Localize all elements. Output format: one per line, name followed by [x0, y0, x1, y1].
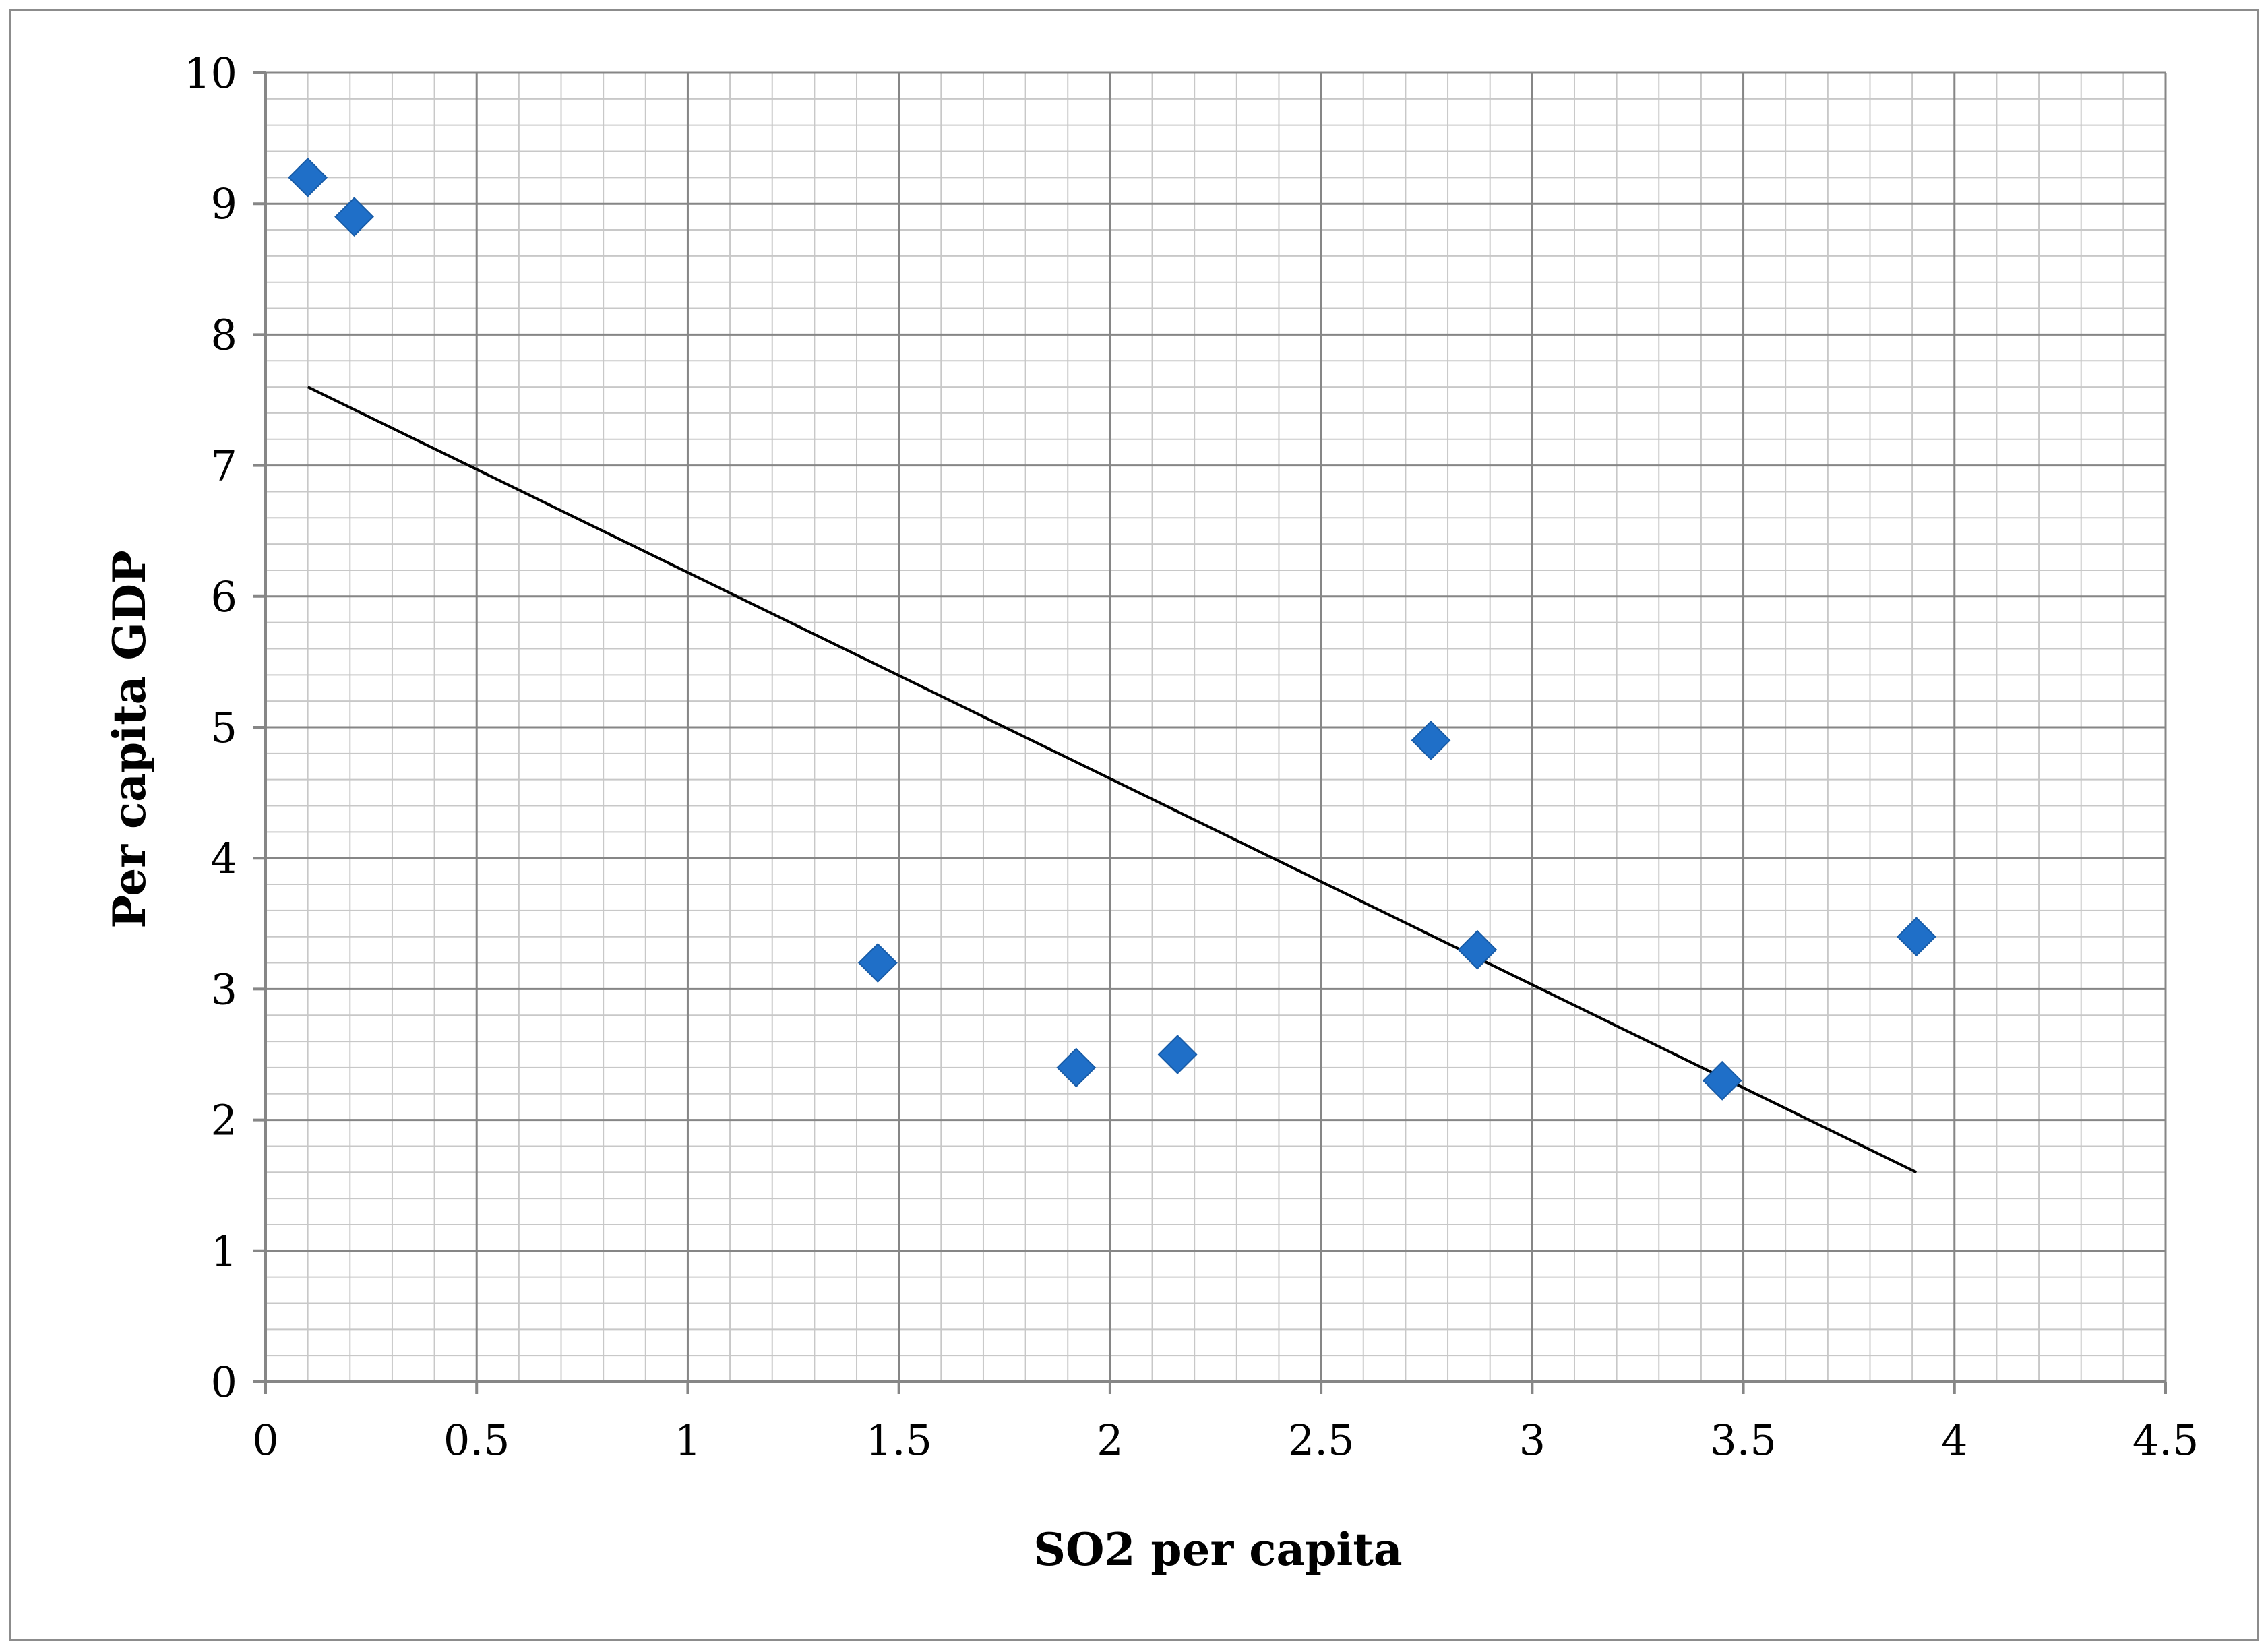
x-tick-label: 1.5 — [865, 1415, 932, 1465]
trendline-line — [307, 386, 1918, 1174]
data-point — [288, 157, 328, 197]
major-gridlines — [264, 71, 2167, 1383]
x-tick-label: 0.5 — [443, 1415, 510, 1465]
y-tick-label: 1 — [211, 1227, 237, 1276]
scatter-chart: 0 0.5 1 1.5 2 2.5 3 3.5 4 4.5 0 1 2 3 4 5 6 7 8 9 10 SO2 pe… — [103, 49, 2199, 1576]
y-tick-label: 8 — [211, 310, 237, 359]
x-tick-label: 2 — [1097, 1415, 1123, 1465]
y-tick-label: 6 — [211, 572, 237, 621]
y-tick-label: 7 — [211, 441, 237, 491]
x-tick-label: 1 — [675, 1415, 701, 1465]
data-point — [1056, 1047, 1097, 1088]
x-tick-label: 2.5 — [1288, 1415, 1355, 1465]
data-point — [1702, 1060, 1742, 1101]
data-point — [857, 943, 898, 983]
y-tick-label: 9 — [211, 179, 237, 228]
y-axis-tick-labels: 0 1 2 3 4 5 6 7 8 9 10 — [184, 49, 237, 1407]
trendline — [307, 386, 1918, 1174]
x-tick-label: 3.5 — [1710, 1415, 1777, 1465]
y-axis-title: Per capita GDP — [103, 550, 156, 928]
data-point — [1896, 917, 1936, 957]
y-tick-label: 5 — [211, 703, 237, 752]
data-point — [1157, 1035, 1198, 1074]
x-axis-title: SO2 per capita — [1033, 1523, 1402, 1576]
y-tick-label: 2 — [211, 1096, 237, 1145]
y-tick-label: 0 — [211, 1357, 237, 1407]
data-points — [288, 157, 1936, 1101]
x-tick-label: 3 — [1519, 1415, 1545, 1465]
y-tick-label: 4 — [211, 834, 237, 883]
x-axis-tick-labels: 0 0.5 1 1.5 2 2.5 3 3.5 4 4.5 — [252, 1415, 2199, 1465]
data-point — [334, 197, 374, 237]
x-tick-label: 4.5 — [2133, 1415, 2199, 1465]
x-tick-label: 0 — [252, 1415, 278, 1465]
chart-frame: 0 0.5 1 1.5 2 2.5 3 3.5 4 4.5 0 1 2 3 4 5 6 7 8 9 10 SO2 pe… — [9, 9, 2259, 1641]
x-tick-label: 4 — [1941, 1415, 1967, 1465]
y-tick-label: 3 — [211, 965, 237, 1014]
data-point — [1457, 929, 1498, 970]
axes — [253, 71, 2167, 1394]
y-tick-label: 10 — [184, 49, 237, 98]
data-point — [1411, 721, 1451, 760]
